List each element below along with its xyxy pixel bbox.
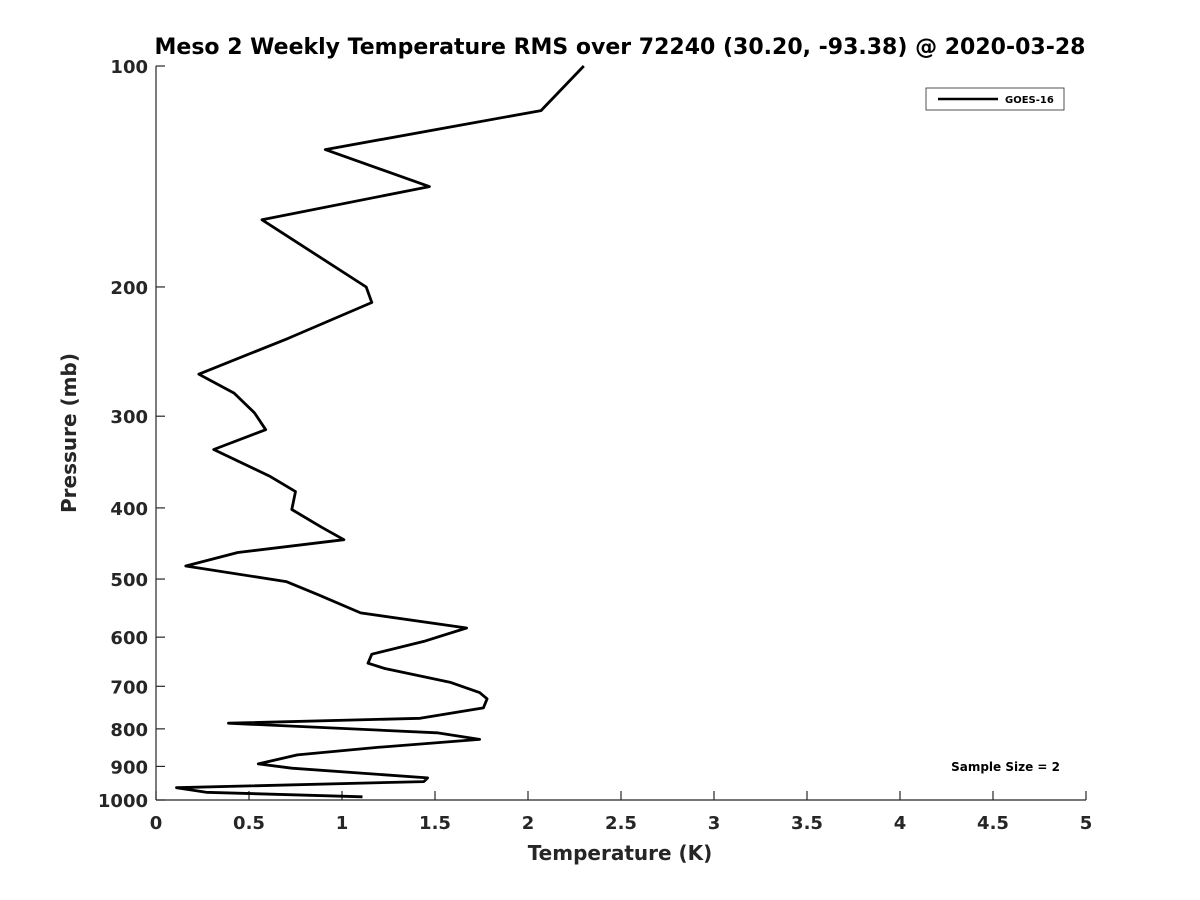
y-tick-label: 1000 xyxy=(98,791,148,812)
x-tick-label: 4.5 xyxy=(977,813,1009,834)
x-tick-label: 1.5 xyxy=(419,813,451,834)
y-tick-label: 200 xyxy=(110,278,148,299)
x-tick-label: 3 xyxy=(708,813,721,834)
series-layer xyxy=(175,65,585,799)
legend-label-goes-16: GOES-16 xyxy=(1005,95,1054,106)
y-axis-label: Pressure (mb) xyxy=(57,353,81,513)
y-tick-label: 300 xyxy=(110,407,148,428)
x-tick-label: 2 xyxy=(522,813,535,834)
legend: GOES-16 xyxy=(925,87,1065,111)
x-tick-label: 0.5 xyxy=(233,813,265,834)
series-line-goes-16 xyxy=(175,65,585,799)
y-tick-label: 600 xyxy=(110,628,148,649)
x-axis-label: Temperature (K) xyxy=(528,841,713,865)
x-tick-label: 2.5 xyxy=(605,813,637,834)
y-tick-label: 400 xyxy=(110,499,148,520)
x-tick-label: 1 xyxy=(336,813,349,834)
y-tick-label: 500 xyxy=(110,570,148,591)
y-tick-label: 100 xyxy=(110,57,148,78)
y-tick-label: 700 xyxy=(110,677,148,698)
sample-size-annotation: Sample Size = 2 xyxy=(951,760,1060,774)
chart-title: Meso 2 Weekly Temperature RMS over 72240… xyxy=(155,35,1086,60)
x-ticks: 0 0.5 1 1.5 2 2.5 3 3.5 4 4.5 5 xyxy=(150,791,1093,834)
x-tick-label: 3.5 xyxy=(791,813,823,834)
y-tick-label: 800 xyxy=(110,720,148,741)
x-tick-label: 5 xyxy=(1080,813,1093,834)
x-tick-label: 0 xyxy=(150,813,163,834)
x-tick-label: 4 xyxy=(894,813,907,834)
y-ticks: 100 200 300 400 500 600 700 800 900 1000 xyxy=(98,57,165,812)
y-tick-label: 900 xyxy=(110,757,148,778)
